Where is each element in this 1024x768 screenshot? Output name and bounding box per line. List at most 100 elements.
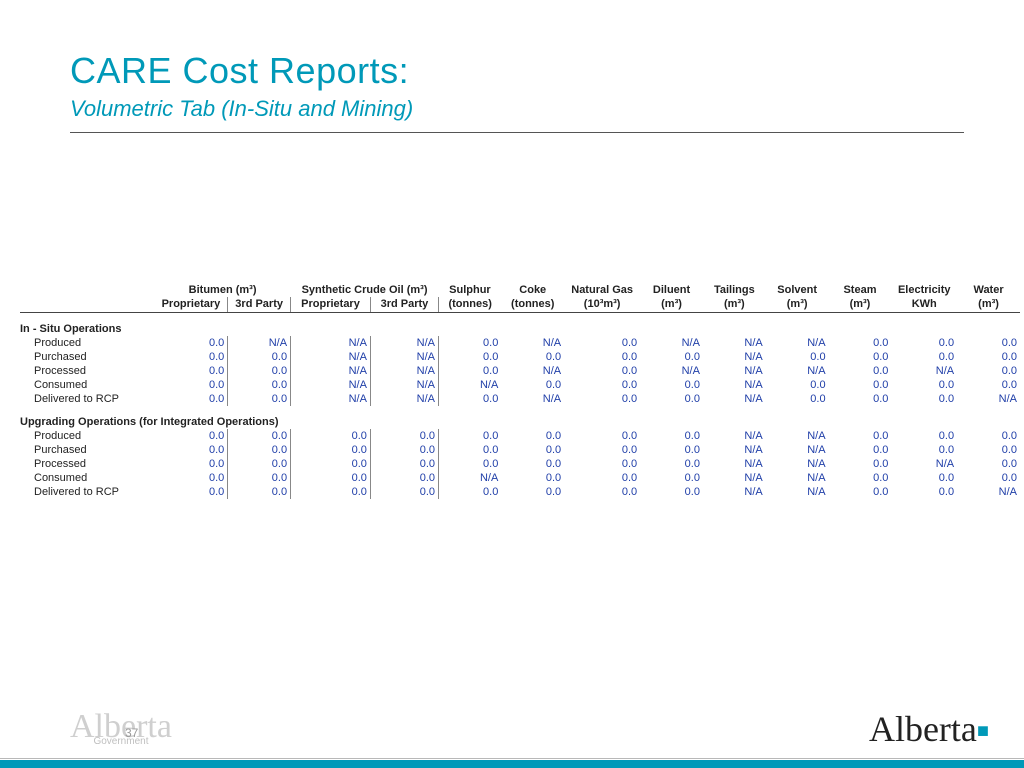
volumetric-table-wrap: Bitumen (m³)Synthetic Crude Oil (m³)Sulp… [20,283,964,499]
cell: 0.0 [766,392,829,406]
cell: 0.0 [564,336,640,350]
cell: N/A [703,429,766,443]
col-sub-header: (tonnes) [501,297,564,313]
cell: 0.0 [891,378,957,392]
cell: 0.0 [155,457,228,471]
cell: 0.0 [829,392,892,406]
row-label: Purchased [20,443,155,457]
cell: 0.0 [155,378,228,392]
cell: N/A [703,457,766,471]
alberta-logo: Alberta■ [869,708,989,750]
cell: N/A [766,443,829,457]
table-row: Consumed0.00.00.00.0N/A0.00.00.0N/AN/A0.… [20,471,1020,485]
cell: 0.0 [228,364,291,378]
cell: N/A [766,471,829,485]
cell: 0.0 [439,336,502,350]
table-head: Bitumen (m³)Synthetic Crude Oil (m³)Sulp… [20,283,1020,313]
cell: N/A [891,364,957,378]
col-group-header: Tailings [703,283,766,297]
cell: 0.0 [501,378,564,392]
title-rule [70,132,964,133]
cell: N/A [891,457,957,471]
cell: 0.0 [891,485,957,499]
col-sub-header: 3rd Party [228,297,291,313]
table-row: Purchased0.00.00.00.00.00.00.00.0N/AN/A0… [20,443,1020,457]
col-sub-header: KWh [891,297,957,313]
cell: 0.0 [439,392,502,406]
cell: 0.0 [564,457,640,471]
row-label: Processed [20,364,155,378]
cell: N/A [703,364,766,378]
cell: 0.0 [564,350,640,364]
col-group-header: Natural Gas [564,283,640,297]
cell: 0.0 [155,336,228,350]
cell: 0.0 [564,471,640,485]
cell: N/A [291,350,371,364]
cell: 0.0 [155,392,228,406]
page-number: 37 [125,726,138,740]
cell: 0.0 [155,350,228,364]
cell: 0.0 [501,429,564,443]
row-label: Delivered to RCP [20,485,155,499]
col-sub-header: (m³) [766,297,829,313]
cell: 0.0 [291,429,371,443]
table-row: Delivered to RCP0.00.0N/AN/A0.0N/A0.00.0… [20,392,1020,406]
cell: N/A [501,392,564,406]
cell: 0.0 [640,443,703,457]
cell: 0.0 [564,364,640,378]
cell: 0.0 [155,485,228,499]
cell: 0.0 [640,457,703,471]
cell: N/A [228,336,291,350]
col-group-header: Bitumen (m³) [155,283,291,297]
cell: 0.0 [228,378,291,392]
cell: 0.0 [370,443,438,457]
cell: N/A [703,485,766,499]
cell: 0.0 [891,350,957,364]
col-group-header: Diluent [640,283,703,297]
cell: 0.0 [891,336,957,350]
cell: N/A [370,350,438,364]
cell: 0.0 [829,350,892,364]
cell: 0.0 [957,457,1020,471]
cell: 0.0 [829,336,892,350]
cell: 0.0 [501,350,564,364]
cell: 0.0 [370,429,438,443]
col-group-header: Water [957,283,1020,297]
cell: 0.0 [957,443,1020,457]
row-label: Processed [20,457,155,471]
cell: 0.0 [439,457,502,471]
cell: 0.0 [640,485,703,499]
cell: N/A [439,378,502,392]
cell: 0.0 [439,485,502,499]
cell: 0.0 [640,471,703,485]
col-group-header: Sulphur [439,283,502,297]
row-label: Consumed [20,378,155,392]
cell: 0.0 [891,443,957,457]
col-sub-header: (m³) [640,297,703,313]
cell: 0.0 [439,443,502,457]
row-label: Delivered to RCP [20,392,155,406]
cell: 0.0 [228,443,291,457]
cell: 0.0 [291,485,371,499]
section-header: In - Situ Operations [20,313,1020,337]
table-row: Consumed0.00.0N/AN/AN/A0.00.00.0N/A0.00.… [20,378,1020,392]
table-row: Delivered to RCP0.00.00.00.00.00.00.00.0… [20,485,1020,499]
col-sub-header: (10³m³) [564,297,640,313]
cell: N/A [766,429,829,443]
row-label: Purchased [20,350,155,364]
alberta-logo-watermark: Alberta Government [70,713,172,746]
cell: 0.0 [439,364,502,378]
col-group-header: Electricity [891,283,957,297]
cell: 0.0 [891,429,957,443]
cell: 0.0 [370,485,438,499]
col-group-header: Solvent [766,283,829,297]
cell: 0.0 [891,471,957,485]
cell: 0.0 [370,471,438,485]
footer-bar [0,760,1024,768]
col-sub-header: Proprietary [291,297,371,313]
cell: 0.0 [957,378,1020,392]
col-sub-header: Proprietary [155,297,228,313]
cell: N/A [703,471,766,485]
cell: N/A [957,392,1020,406]
table-row: Processed0.00.0N/AN/A0.0N/A0.0N/AN/AN/A0… [20,364,1020,378]
